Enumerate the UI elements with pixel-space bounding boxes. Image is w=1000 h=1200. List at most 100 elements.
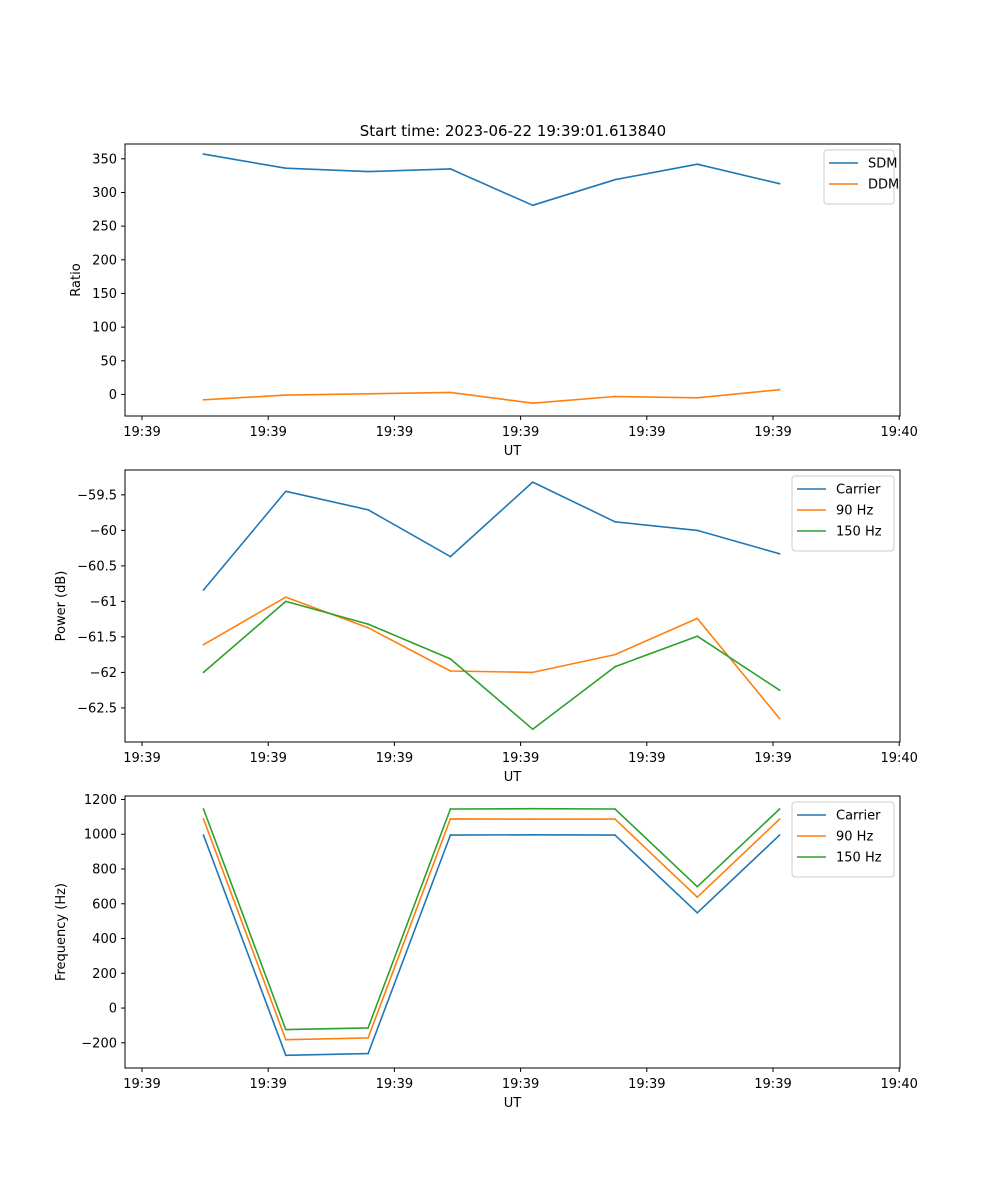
data-point — [614, 178, 616, 181]
legend-label: Carrier — [836, 809, 881, 824]
data-point — [284, 490, 287, 493]
data-point — [531, 402, 534, 405]
y-tick-label: 150 — [92, 287, 117, 302]
data-point — [778, 818, 781, 820]
data-point — [778, 552, 781, 555]
legend-label: Carrier — [836, 483, 881, 498]
data-point — [614, 665, 616, 668]
data-point — [284, 394, 287, 396]
data-point — [449, 391, 452, 394]
data-point — [202, 153, 205, 156]
data-point — [614, 520, 616, 523]
series-line-90-hz — [203, 596, 781, 720]
legend-label: 150 Hz — [836, 525, 882, 540]
data-point — [284, 1038, 287, 1041]
y-tick-label: −60.5 — [77, 559, 117, 574]
legend-box — [791, 801, 895, 878]
legend-label: 150 Hz — [836, 851, 882, 866]
data-point — [696, 896, 699, 899]
legend-box — [791, 475, 895, 552]
y-tick-label: 400 — [92, 932, 117, 947]
legend-label: SDM — [868, 157, 897, 172]
legend: Carrier 90 Hz 150 Hz — [791, 801, 895, 878]
y-tick-label: −62.5 — [77, 701, 117, 716]
x-tick-label: 19:39 — [249, 751, 286, 766]
y-tick-label: 600 — [92, 897, 117, 912]
data-point — [778, 834, 781, 836]
data-point — [696, 529, 699, 532]
y-tick-label: 200 — [92, 253, 117, 268]
data-point — [696, 617, 699, 620]
data-point — [531, 728, 534, 731]
chart-panel-1: 0 50 100 150 200 250 300 350 19:39 19:39 19:39 19:3… — [69, 143, 918, 459]
y-tick-label: 0 — [109, 1002, 117, 1017]
data-point — [284, 1028, 287, 1031]
x-tick-label: 19:39 — [502, 425, 539, 440]
y-axis-label: Frequency (Hz) — [54, 883, 69, 981]
y-tick-label: 100 — [92, 321, 117, 336]
data-point — [778, 182, 781, 185]
x-tick-label: 19:40 — [880, 751, 917, 766]
y-tick-label: −61 — [90, 595, 117, 610]
data-point — [531, 833, 534, 836]
series-line-150-hz — [202, 600, 781, 731]
data-point — [531, 671, 534, 674]
y-axis-label: Power (dB) — [54, 571, 69, 642]
data-point — [531, 204, 534, 207]
data-point — [367, 1037, 369, 1039]
data-point — [614, 818, 616, 820]
data-point — [284, 600, 287, 603]
axes-frame — [124, 795, 901, 1069]
data-point — [202, 643, 205, 646]
data-point — [696, 885, 699, 888]
x-tick-label: 19:39 — [502, 1077, 539, 1092]
data-point — [202, 398, 205, 401]
figure-title: Start time: 2023-06-22 19:39:01.613840 — [360, 122, 666, 140]
data-point — [284, 596, 287, 598]
y-tick-label: −59.5 — [77, 488, 117, 503]
data-point — [696, 635, 699, 638]
data-point — [202, 589, 205, 591]
data-point — [367, 392, 369, 395]
data-point — [367, 170, 369, 173]
x-tick-label: 19:40 — [880, 425, 917, 440]
data-point — [367, 508, 369, 511]
data-point — [614, 808, 616, 810]
data-point — [531, 818, 534, 820]
data-point — [202, 834, 205, 836]
x-tick-label: 19:39 — [249, 425, 286, 440]
data-point — [449, 658, 452, 660]
data-point — [531, 807, 534, 810]
data-point — [367, 1052, 369, 1055]
data-point — [449, 808, 452, 810]
data-point — [696, 163, 699, 166]
x-tick-label: 19:39 — [754, 425, 791, 440]
series-line-90-hz — [202, 818, 781, 1041]
data-point — [367, 626, 369, 629]
data-point — [614, 834, 616, 836]
y-tick-label: 1200 — [84, 793, 117, 808]
y-tick-label: −60 — [90, 524, 117, 539]
data-point — [449, 834, 452, 836]
x-axis-label: UT — [504, 1096, 522, 1111]
panels: 0 50 100 150 200 250 300 350 19:39 19:39 19:39 19:3… — [54, 143, 918, 1111]
data-point — [531, 481, 534, 483]
x-axis-label: UT — [504, 444, 522, 459]
y-tick-label: 800 — [92, 862, 117, 877]
x-tick-label: 19:39 — [754, 1077, 791, 1092]
data-point — [614, 653, 616, 656]
x-tick-label: 19:39 — [123, 425, 160, 440]
axes-frame — [124, 143, 901, 417]
data-point — [778, 717, 781, 720]
data-point — [449, 168, 452, 170]
x-tick-label: 19:39 — [376, 1077, 413, 1092]
data-point — [449, 818, 452, 820]
data-point — [449, 670, 452, 672]
data-point — [202, 671, 205, 674]
x-tick-label: 19:39 — [628, 425, 665, 440]
y-tick-label: 1000 — [84, 828, 117, 843]
data-point — [449, 555, 452, 558]
data-point — [367, 1027, 369, 1029]
x-tick-label: 19:39 — [502, 751, 539, 766]
y-tick-label: 250 — [92, 220, 117, 235]
